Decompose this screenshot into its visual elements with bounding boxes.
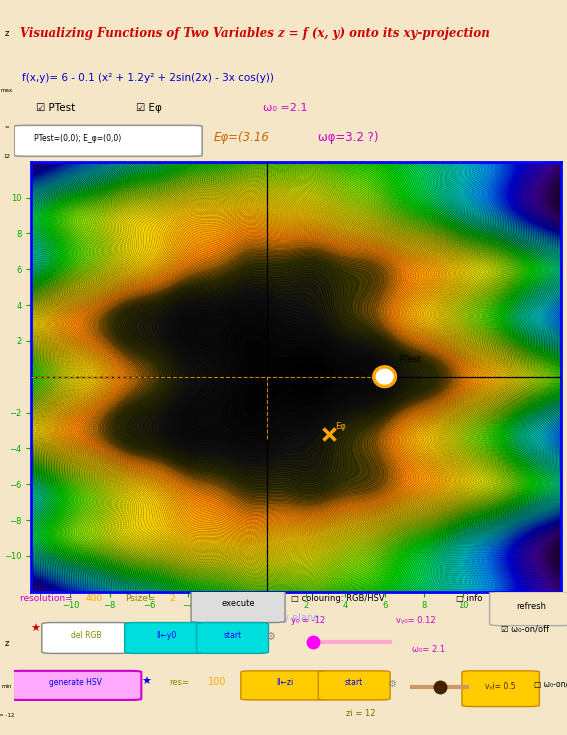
Text: resolution=: resolution= [20, 594, 75, 603]
Text: generate HSV: generate HSV [49, 678, 101, 687]
Text: ⚙: ⚙ [387, 679, 396, 689]
Circle shape [374, 367, 395, 387]
Text: ★: ★ [31, 624, 41, 634]
Text: 400: 400 [86, 594, 103, 603]
Text: ωφ=3.2 ?): ωφ=3.2 ?) [318, 131, 379, 144]
Text: z: z [5, 29, 9, 38]
Text: PTest: PTest [399, 355, 421, 365]
FancyBboxPatch shape [197, 623, 268, 653]
Text: vᵧ₀= 0.12: vᵧ₀= 0.12 [396, 615, 435, 625]
Text: ω₀ =2.1: ω₀ =2.1 [263, 103, 307, 113]
FancyBboxPatch shape [125, 623, 208, 653]
Text: ll←y0: ll←y0 [156, 631, 176, 640]
Text: □ info: □ info [456, 594, 483, 603]
FancyBboxPatch shape [318, 671, 390, 700]
FancyBboxPatch shape [241, 671, 329, 700]
Text: start: start [223, 631, 242, 640]
Text: PTest=(0,0); E_φ=(0,0): PTest=(0,0); E_φ=(0,0) [33, 134, 121, 143]
Text: y₀ = -12: y₀ = -12 [291, 615, 325, 625]
FancyBboxPatch shape [462, 671, 539, 706]
Text: max: max [1, 88, 13, 93]
Text: min: min [2, 684, 12, 689]
Text: 12: 12 [3, 154, 11, 159]
Text: Psize=: Psize= [125, 594, 155, 603]
FancyBboxPatch shape [42, 623, 130, 653]
Text: ★: ★ [141, 678, 151, 687]
Text: ☑ Eφ: ☑ Eφ [136, 103, 162, 113]
Text: = -12: = -12 [0, 713, 15, 718]
FancyBboxPatch shape [490, 592, 567, 625]
Text: vᵧi= 0.5: vᵧi= 0.5 [485, 681, 516, 691]
Text: =: = [5, 125, 10, 130]
Text: □ ω₀-on/off: □ ω₀-on/off [534, 681, 567, 689]
Text: z: z [5, 639, 9, 648]
Text: ☑ ω₀-on/off: ☑ ω₀-on/off [501, 625, 549, 634]
Text: ω₀= 2.1: ω₀= 2.1 [412, 645, 445, 654]
Text: 100: 100 [208, 678, 226, 687]
Text: Eφ: Eφ [335, 422, 345, 431]
Text: 2: 2 [169, 594, 175, 603]
FancyBboxPatch shape [14, 126, 202, 157]
FancyBboxPatch shape [191, 590, 285, 623]
FancyBboxPatch shape [9, 671, 141, 700]
Text: Visualizing Functions of Two Variables z = f (x, y) onto its xy-projection: Visualizing Functions of Two Variables z… [20, 26, 489, 40]
Text: res=: res= [169, 678, 189, 687]
Text: zi = 12: zi = 12 [346, 709, 375, 719]
Text: Eφ=(3.16: Eφ=(3.16 [213, 131, 269, 144]
Text: del RGB: del RGB [71, 631, 101, 640]
Text: execute: execute [221, 599, 255, 609]
Text: start: start [345, 678, 363, 687]
Text: refresh: refresh [516, 602, 546, 611]
X-axis label: x-y plane: x-y plane [274, 613, 319, 623]
Text: ⚙: ⚙ [266, 631, 276, 642]
Text: f(x,y)= 6 - 0.1 (x² + 1.2y² + 2sin(2x) - 3x cos(y)): f(x,y)= 6 - 0.1 (x² + 1.2y² + 2sin(2x) -… [22, 73, 274, 83]
Text: □ colouring: RGB/HSV: □ colouring: RGB/HSV [291, 594, 384, 603]
Text: ll←zi: ll←zi [277, 678, 294, 687]
Text: ☑ PTest: ☑ PTest [36, 103, 75, 113]
